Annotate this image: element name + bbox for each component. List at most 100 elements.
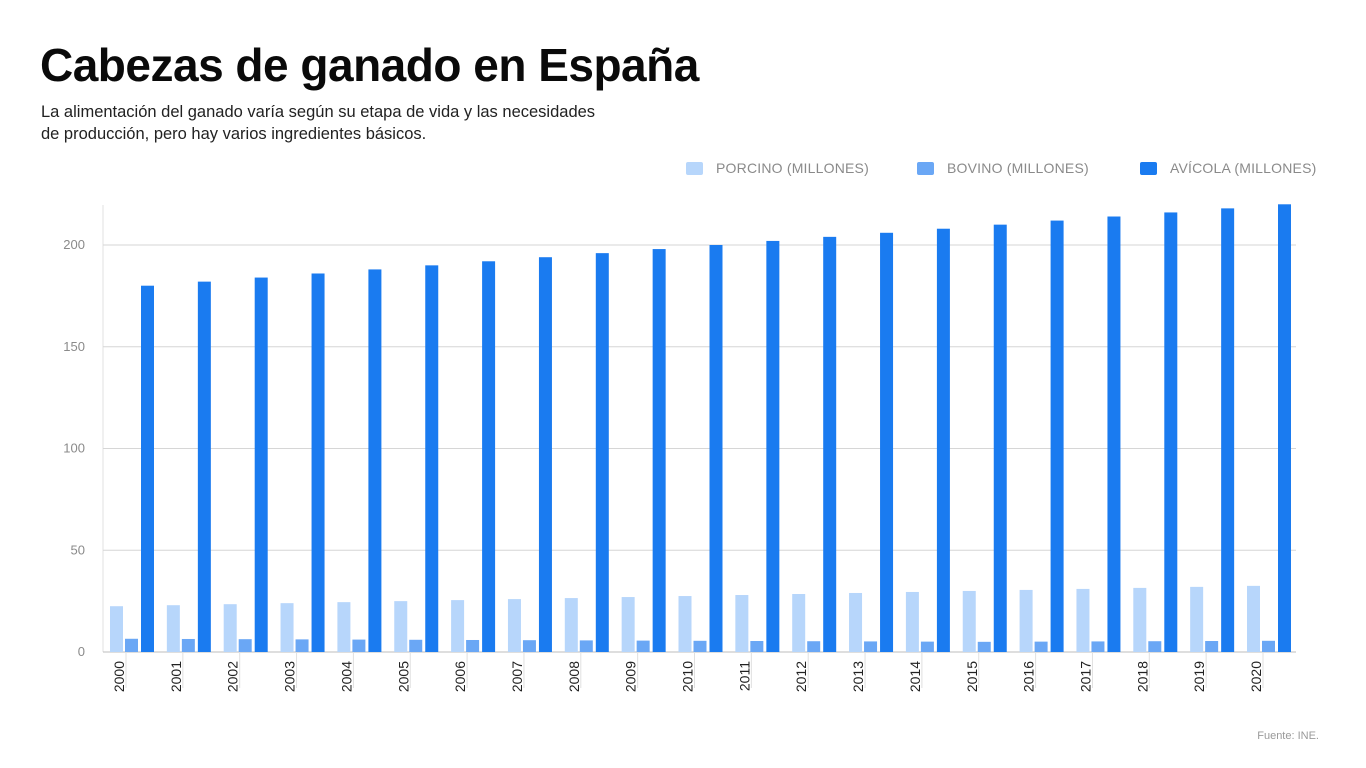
x-tick-label-2006: 2006 [452,661,468,692]
bar-2004-series-1 [352,639,366,652]
bar-2008-series-1 [579,640,593,652]
bar-2001-series-1 [181,638,195,652]
bar-2011-series-0 [735,595,749,652]
x-tick-label-2016: 2016 [1021,661,1037,692]
legend-label-bovino: BOVINO (MILLONES) [947,160,1089,176]
bar-2012-series-1 [807,641,821,652]
bar-2003-series-1 [295,639,309,652]
bar-2019-series-2 [1221,208,1235,652]
x-tick-label-2005: 2005 [395,661,411,692]
bar-2014-series-2 [936,228,950,652]
bar-2005-series-0 [394,601,408,652]
bar-2003-series-0 [280,603,294,652]
bar-2001-series-0 [166,605,180,652]
bar-2010-series-2 [709,245,723,652]
bar-2008-series-0 [564,598,578,652]
bar-2002-series-2 [254,277,268,652]
x-tick-label-2012: 2012 [793,661,809,692]
bar-2009-series-2 [652,249,666,652]
bar-2019-series-0 [1190,586,1204,652]
x-tick-label-2003: 2003 [282,661,298,692]
x-tick-label-2007: 2007 [509,661,525,692]
chart-legend: PORCINO (MILLONES) BOVINO (MILLONES) AVÍ… [0,160,1366,184]
x-tick-label-2001: 2001 [168,661,184,692]
x-tick-label-2011: 2011 [736,661,752,691]
bar-2006-series-2 [482,261,496,652]
legend-item-avicola: AVÍCOLA (MILLONES) [1140,160,1317,176]
bar-2018-series-2 [1164,212,1178,652]
chart-title: Cabezas de ganado en España [40,39,699,91]
x-tick-label-2017: 2017 [1077,661,1093,692]
bar-2014-series-1 [920,641,934,652]
x-tick-label-2009: 2009 [623,661,639,692]
x-tick-label-2000: 2000 [111,661,127,692]
bar-2002-series-0 [223,604,237,652]
y-tick-label-150: 150 [63,339,85,354]
chart-subtitle: La alimentación del ganado varía según s… [41,103,596,143]
x-tick-label-2010: 2010 [680,661,696,692]
legend-swatch-bovino [917,161,934,175]
y-tick-label-0: 0 [78,644,85,659]
bar-2006-series-1 [466,639,480,652]
bar-2020-series-1 [1262,640,1275,652]
y-tick-label-100: 100 [63,441,85,456]
bar-2016-series-2 [1050,220,1064,652]
bar-2010-series-1 [693,640,707,652]
x-tick-label-2013: 2013 [850,661,866,692]
bar-2009-series-0 [621,597,635,652]
bar-2007-series-2 [538,257,552,652]
bar-2007-series-0 [507,599,521,652]
bar-2011-series-2 [766,240,780,652]
y-tick-label-50: 50 [71,542,85,557]
bar-2013-series-2 [880,232,894,653]
bar-2001-series-2 [197,281,211,652]
bar-2003-series-2 [311,273,325,652]
bar-2004-series-0 [337,602,351,652]
bar-2008-series-2 [595,253,609,652]
source-note: Fuente: INE. [1257,730,1319,742]
x-tick-label-2002: 2002 [225,661,241,692]
bar-2004-series-2 [368,269,382,652]
bar-2018-series-1 [1148,641,1162,652]
legend-item-bovino: BOVINO (MILLONES) [917,160,1089,176]
bar-2017-series-2 [1107,216,1121,652]
bar-2014-series-0 [905,591,919,652]
bar-2015-series-2 [993,224,1007,652]
legend-label-porcino: PORCINO (MILLONES) [716,160,869,176]
bar-2019-series-1 [1205,641,1219,652]
bar-2015-series-1 [977,641,991,652]
bar-2005-series-1 [409,639,423,652]
y-tick-label-200: 200 [63,237,85,252]
bar-2010-series-0 [678,596,692,652]
bar-2012-series-0 [792,594,806,652]
bar-2017-series-0 [1076,588,1090,652]
x-tick-label-2015: 2015 [964,661,980,692]
bar-2000-series-0 [110,606,123,652]
bar-2013-series-1 [864,641,878,652]
bar-2020-series-0 [1247,585,1260,652]
bar-2013-series-0 [849,592,863,652]
bar-2000-series-2 [141,285,154,652]
bar-2016-series-0 [1019,589,1033,652]
bar-2012-series-2 [823,236,837,653]
bar-2017-series-1 [1091,641,1105,652]
bar-2020-series-2 [1278,204,1291,653]
x-tick-label-2019: 2019 [1191,661,1207,692]
legend-swatch-avicola [1140,161,1157,175]
bar-2005-series-2 [425,265,439,652]
bar-2007-series-1 [522,640,536,652]
bar-2015-series-0 [962,590,976,652]
bar-2016-series-1 [1034,641,1048,652]
x-tick-label-2014: 2014 [907,661,923,692]
x-tick-label-2018: 2018 [1134,661,1150,692]
x-tick-label-2020: 2020 [1248,661,1264,692]
legend-item-porcino: PORCINO (MILLONES) [686,160,869,176]
bar-2009-series-1 [636,640,650,652]
bar-2011-series-1 [750,641,764,652]
x-tick-label-2004: 2004 [338,661,354,692]
legend-label-avicola: AVÍCOLA (MILLONES) [1170,160,1317,176]
legend-swatch-porcino [686,161,703,175]
bar-2006-series-0 [451,600,465,652]
bar-2002-series-1 [238,639,252,652]
